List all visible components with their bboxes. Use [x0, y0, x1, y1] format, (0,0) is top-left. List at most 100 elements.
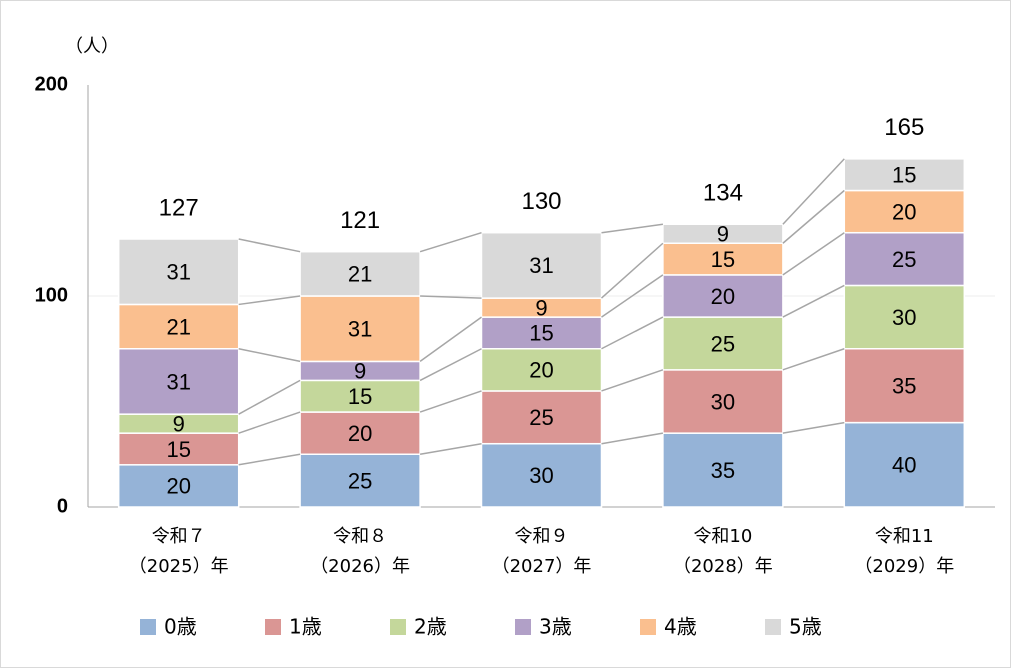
connector-line: [782, 284, 845, 318]
bar-segment: [299, 453, 421, 508]
value-label: 31: [166, 369, 190, 394]
value-label: 25: [711, 331, 735, 356]
value-label: 9: [717, 222, 729, 247]
bar-segment: [843, 231, 966, 287]
y-tick-label: 200: [35, 73, 68, 95]
connector-line: [601, 242, 664, 299]
value-label: 15: [892, 162, 916, 187]
legend-label: 0歳: [164, 615, 197, 639]
bar-segment: [662, 242, 784, 276]
legend-label: 1歳: [289, 615, 322, 639]
legend-label: 5歳: [789, 615, 822, 639]
value-label: 25: [529, 405, 553, 430]
connector-line: [238, 295, 301, 306]
legend-label: 3歳: [539, 615, 572, 639]
bar-segment: [662, 223, 784, 244]
x-tick-label: （2028）年: [673, 556, 773, 577]
y-tick-label: 100: [35, 284, 68, 306]
value-label: 31: [348, 317, 372, 342]
value-label: 31: [529, 253, 553, 278]
legend-swatch: [765, 619, 781, 635]
total-label: 130: [521, 188, 561, 215]
connector-line: [601, 432, 664, 445]
bar-segment: [843, 189, 966, 234]
y-tick-label: 0: [57, 495, 68, 517]
connector-line: [419, 442, 482, 455]
bar-segment: [662, 316, 784, 371]
x-tick-label: 令和９: [515, 526, 569, 547]
connector-line: [601, 274, 664, 318]
legend-swatch: [515, 619, 531, 635]
bar-segment: [480, 442, 603, 508]
connector-line: [238, 379, 301, 415]
connector-line: [601, 223, 664, 234]
x-tick-label: （2025）年: [129, 556, 229, 577]
value-label: 9: [173, 411, 185, 436]
bar-segment: [480, 316, 603, 350]
connector-line: [238, 348, 301, 363]
bar-segment: [843, 158, 966, 192]
legend-swatch: [140, 619, 156, 635]
value-label: 21: [166, 314, 190, 339]
bar-segment: [843, 348, 966, 424]
x-tick-label: （2027）年: [492, 556, 592, 577]
bar-segment: [480, 348, 603, 392]
y-unit: （人）: [65, 36, 119, 57]
bar-segment: [843, 284, 966, 350]
connector-line: [601, 369, 664, 392]
connector-line: [238, 238, 301, 253]
bar-segment: [117, 303, 240, 350]
value-label: 25: [348, 468, 372, 493]
bar-segment: [662, 369, 784, 434]
value-label: 15: [166, 437, 190, 462]
value-label: 30: [529, 463, 553, 488]
bar-segment: [117, 238, 240, 306]
legend-label: 2歳: [414, 615, 447, 639]
connector-line: [419, 348, 482, 382]
value-label: 15: [348, 384, 372, 409]
connector-line: [601, 316, 664, 350]
value-label: 30: [711, 389, 735, 414]
value-label: 35: [711, 458, 735, 483]
value-label: 20: [348, 421, 372, 446]
bar-segment: [299, 250, 421, 297]
value-label: 35: [892, 373, 916, 398]
legend-swatch: [640, 619, 656, 635]
bar-segment: [480, 231, 603, 299]
x-tick-label: 令和11: [875, 526, 934, 547]
x-tick-label: 令和８: [333, 526, 387, 547]
connector-line: [238, 411, 301, 434]
total-label: 165: [884, 114, 924, 141]
value-label: 20: [892, 199, 916, 224]
total-label: 134: [703, 180, 743, 207]
connector-line: [419, 390, 482, 413]
connector-line: [782, 348, 845, 371]
value-label: 9: [354, 359, 366, 384]
bar-segment: [299, 411, 421, 455]
connector-line: [782, 189, 845, 244]
connector-line: [238, 453, 301, 466]
bar-segment: [299, 295, 421, 363]
legend-swatch: [265, 619, 281, 635]
value-label: 40: [892, 453, 916, 478]
bar-segment: [662, 432, 784, 508]
total-label: 121: [340, 207, 380, 234]
value-label: 30: [892, 305, 916, 330]
legend-label: 4歳: [664, 615, 697, 639]
total-label: 127: [159, 194, 199, 221]
value-label: 9: [535, 295, 547, 320]
connector-line: [420, 295, 482, 299]
connector-line: [782, 158, 845, 225]
x-tick-label: （2026）年: [310, 556, 410, 577]
value-label: 21: [348, 262, 372, 287]
connector-line: [782, 421, 845, 434]
value-label: 20: [166, 474, 190, 499]
x-tick-label: 令和10: [693, 526, 752, 547]
value-label: 20: [529, 358, 553, 383]
bar-segment: [843, 421, 966, 508]
value-label: 15: [711, 247, 735, 272]
value-label: 31: [166, 260, 190, 285]
connector-line: [419, 231, 482, 253]
x-tick-label: 令和７: [152, 526, 206, 547]
